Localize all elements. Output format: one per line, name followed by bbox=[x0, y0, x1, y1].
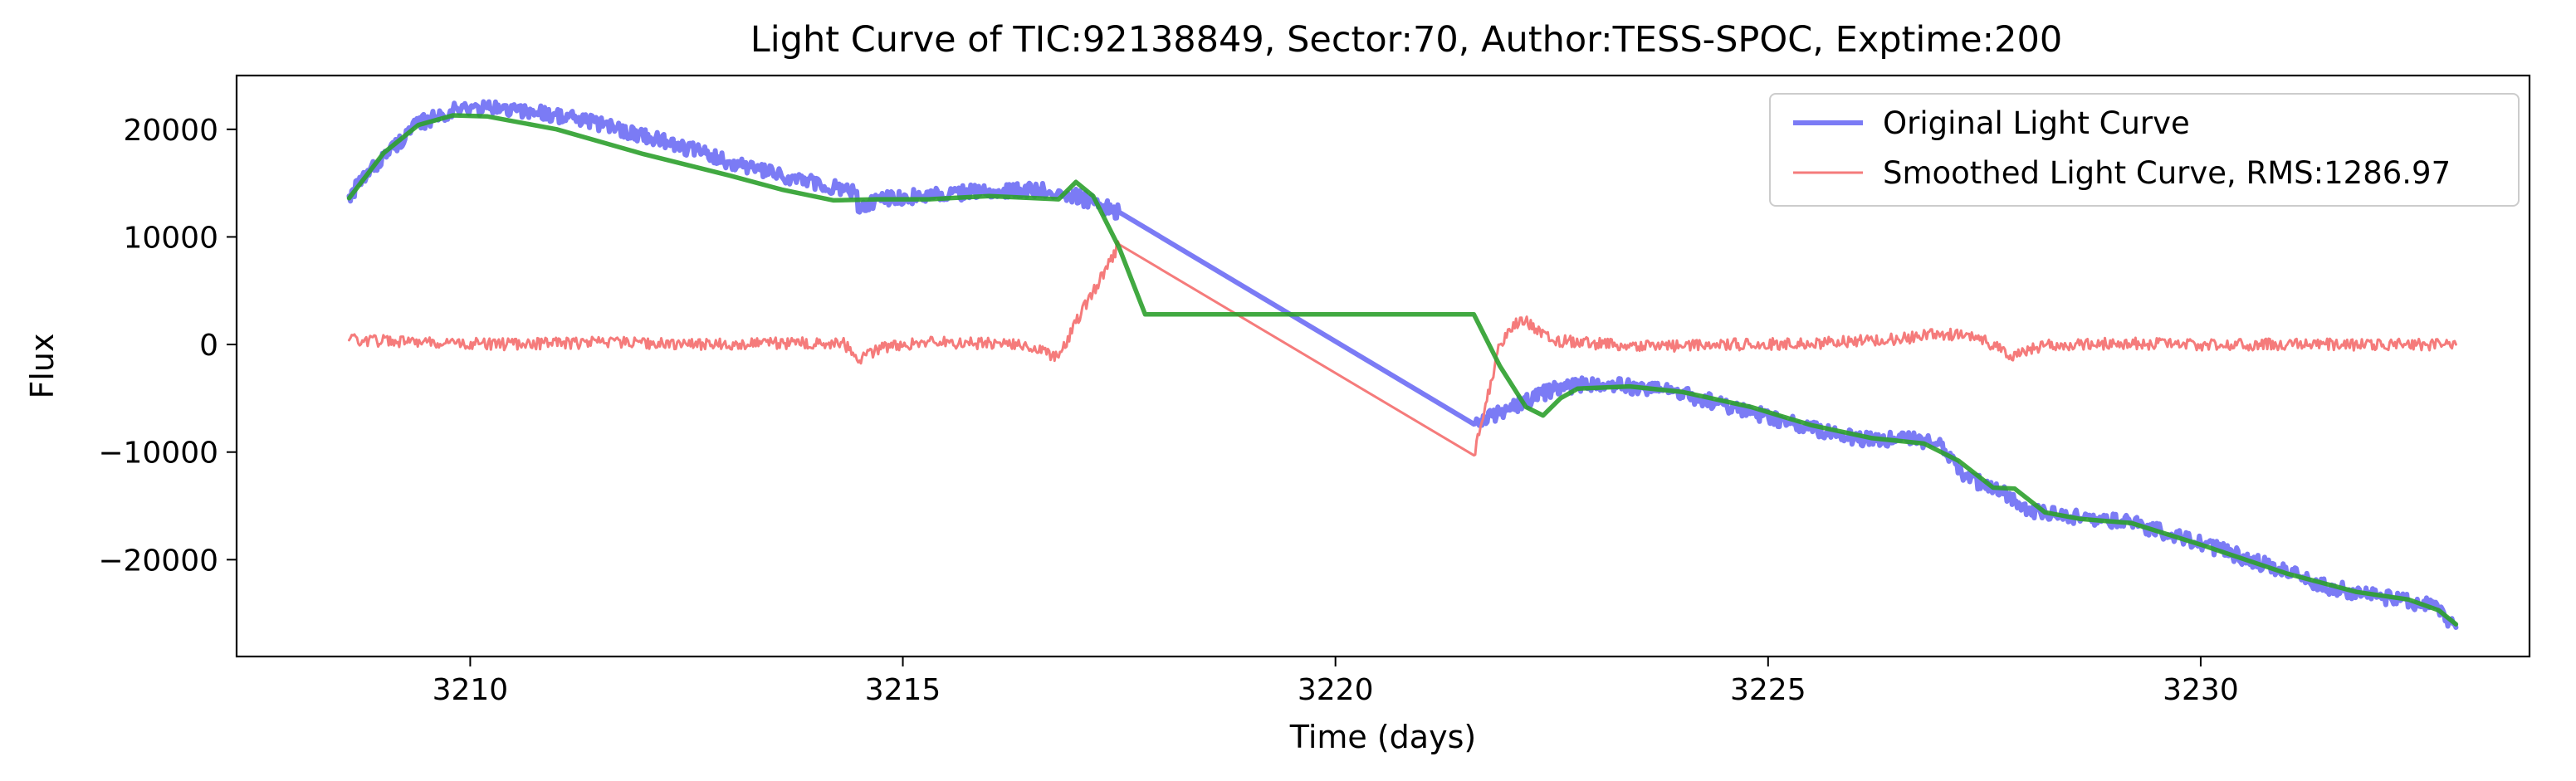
y-tick-label: 0 bbox=[199, 329, 218, 363]
y-axis-label: Flux bbox=[24, 334, 61, 399]
x-tick-label: 3210 bbox=[433, 673, 509, 707]
series-original-light-curve bbox=[346, 99, 2459, 630]
chart-title: Light Curve of TIC:92138849, Sector:70, … bbox=[750, 19, 2062, 61]
x-tick-label: 3215 bbox=[865, 673, 941, 707]
legend-label-smoothed: Smoothed Light Curve, RMS:1286.97 bbox=[1883, 155, 2451, 191]
plot-frame bbox=[235, 74, 2531, 658]
series-trend-fit bbox=[346, 113, 2459, 627]
series-smoothed-light-curve bbox=[348, 240, 2457, 457]
x-axis-label: Time (days) bbox=[1289, 719, 1476, 755]
x-tick-label: 3225 bbox=[1730, 673, 1806, 707]
y-axis: −20000 −10000 0 10000 20000 bbox=[98, 114, 237, 578]
plot-area bbox=[235, 74, 2531, 658]
legend: Original Light Curve Smoothed Light Curv… bbox=[1769, 93, 2520, 207]
x-axis: 3210 3215 3220 3225 3230 bbox=[433, 657, 2239, 707]
y-tick-label: 20000 bbox=[123, 114, 218, 148]
y-tick-label: −10000 bbox=[98, 437, 218, 471]
series-layer bbox=[346, 99, 2459, 630]
x-tick-label: 3220 bbox=[1298, 673, 1374, 707]
legend-label-original: Original Light Curve bbox=[1883, 105, 2190, 141]
y-tick-label: −20000 bbox=[98, 544, 218, 578]
y-tick-label: 10000 bbox=[123, 221, 218, 255]
legend-box bbox=[1769, 93, 2520, 207]
x-tick-label: 3230 bbox=[2163, 673, 2239, 707]
